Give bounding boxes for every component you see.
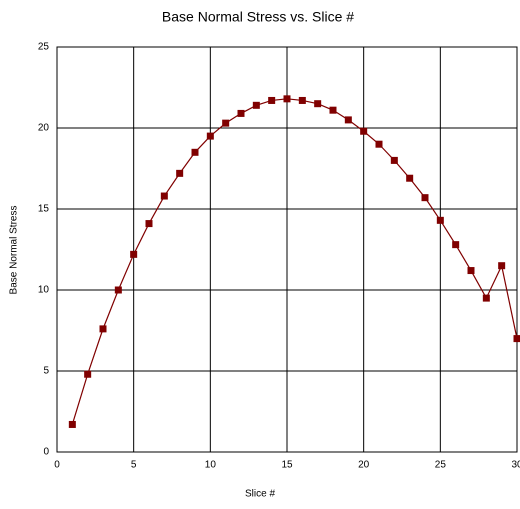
y-axis-label: Base Normal Stress bbox=[9, 206, 20, 295]
data-point bbox=[176, 169, 184, 177]
data-point bbox=[344, 116, 352, 124]
data-point bbox=[84, 370, 92, 378]
y-tick-label: 0 bbox=[43, 447, 49, 458]
data-point bbox=[298, 96, 306, 104]
data-point bbox=[498, 262, 506, 270]
data-point bbox=[482, 294, 490, 302]
chart-title: Base Normal Stress vs. Slice # bbox=[162, 9, 354, 25]
x-tick-label: 20 bbox=[358, 460, 370, 471]
y-tick-label: 25 bbox=[38, 42, 50, 53]
x-tick-label: 30 bbox=[511, 460, 520, 471]
data-point bbox=[160, 192, 168, 200]
x-tick-label: 5 bbox=[131, 460, 137, 471]
data-point bbox=[283, 95, 291, 103]
data-point bbox=[467, 267, 475, 275]
data-point bbox=[314, 100, 322, 108]
y-tick-label: 10 bbox=[38, 285, 50, 296]
data-point bbox=[222, 119, 230, 127]
data-point bbox=[421, 194, 429, 202]
x-tick-label: 0 bbox=[54, 460, 60, 471]
data-point bbox=[252, 101, 260, 109]
data-point bbox=[99, 325, 107, 333]
data-point bbox=[206, 132, 214, 140]
x-tick-label: 25 bbox=[435, 460, 447, 471]
data-point bbox=[436, 216, 444, 224]
data-point bbox=[114, 286, 122, 294]
data-point bbox=[452, 241, 460, 249]
data-point bbox=[406, 174, 414, 182]
x-tick-label: 10 bbox=[205, 460, 217, 471]
data-point bbox=[513, 335, 520, 343]
series-line bbox=[71, 98, 518, 425]
y-tick-label: 5 bbox=[43, 366, 49, 377]
data-point bbox=[68, 420, 76, 428]
data-point bbox=[268, 96, 276, 104]
data-point bbox=[390, 156, 398, 164]
y-tick-label: 15 bbox=[38, 204, 50, 215]
data-point bbox=[360, 127, 368, 135]
x-axis-label: Slice # bbox=[245, 489, 275, 500]
data-point bbox=[375, 140, 383, 148]
y-tick-label: 20 bbox=[38, 123, 50, 134]
data-point bbox=[130, 250, 138, 258]
data-point bbox=[237, 109, 245, 117]
x-tick-label: 15 bbox=[281, 460, 293, 471]
data-point bbox=[191, 148, 199, 156]
data-point bbox=[329, 106, 337, 114]
data-point bbox=[145, 220, 153, 228]
